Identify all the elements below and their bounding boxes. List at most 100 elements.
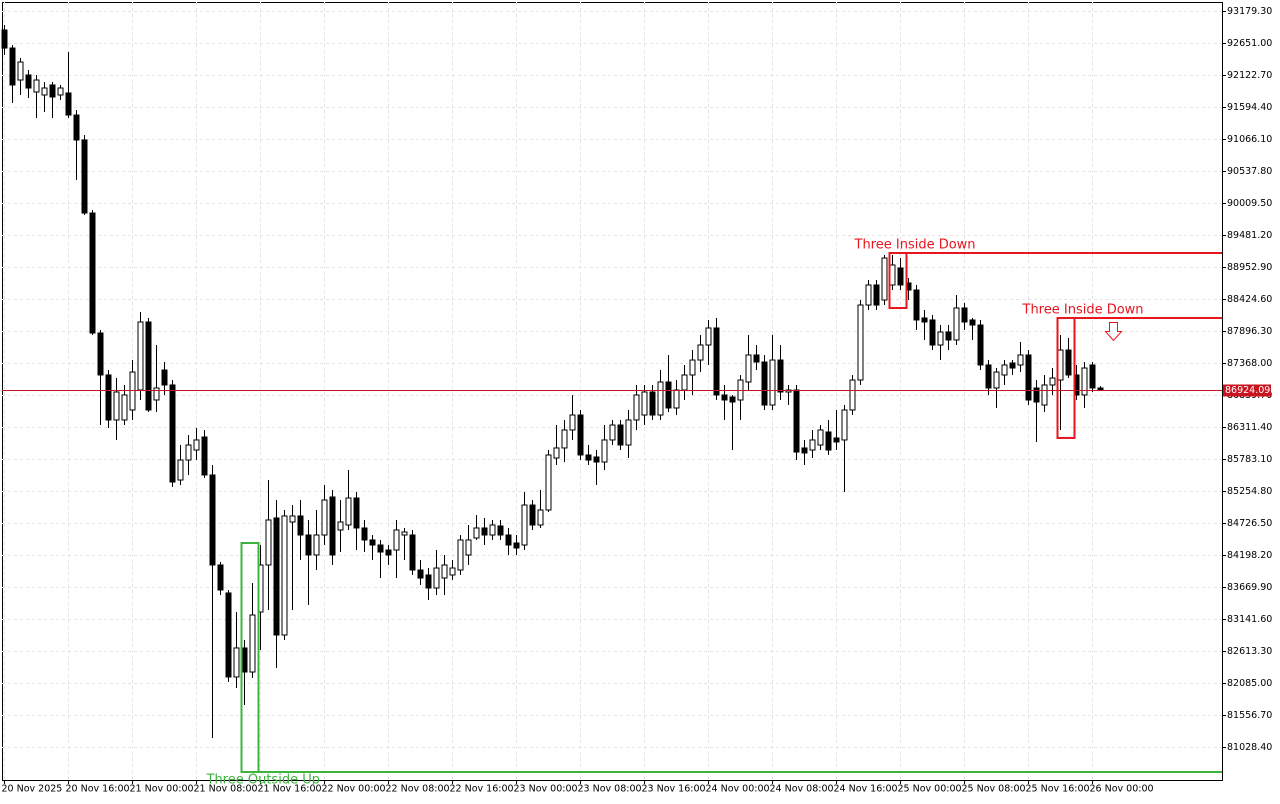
candle-body [481, 527, 488, 536]
candle-body [1033, 387, 1040, 403]
candle-body [649, 391, 656, 416]
candle-body [137, 321, 144, 391]
candle-body [545, 454, 552, 511]
candle-body [961, 307, 968, 323]
candle-body [497, 525, 504, 536]
candle-body [1, 29, 8, 49]
y-tick-label: 91066.10 [1227, 134, 1272, 145]
y-tick-label: 82613.30 [1227, 646, 1272, 657]
x-tick-label: 24 Nov 08:00 [770, 784, 834, 795]
y-tick-label: 92122.70 [1227, 70, 1272, 81]
candle-body [225, 592, 232, 678]
candle-body [1001, 364, 1008, 376]
candle-body [641, 391, 648, 416]
y-tick-label: 82085.00 [1227, 678, 1272, 689]
candle-body [297, 515, 304, 536]
plot-frame [2, 2, 1223, 781]
y-tick-label: 86311.40 [1227, 422, 1272, 433]
candle-body [449, 567, 456, 576]
candle-body [185, 444, 192, 461]
y-tick-label: 81028.40 [1227, 742, 1272, 753]
candle-body [601, 439, 608, 463]
y-tick-label: 83669.90 [1227, 582, 1272, 593]
candle-body [553, 447, 560, 459]
candle-body [721, 394, 728, 401]
candle-body [489, 524, 496, 536]
candle-body [169, 384, 176, 483]
candle-body [73, 114, 80, 141]
y-tick-label: 81556.70 [1227, 710, 1272, 721]
candle-body [217, 564, 224, 591]
candle-body [777, 359, 784, 393]
candle-body [369, 539, 376, 546]
x-tick-label: 23 Nov 08:00 [578, 784, 642, 795]
candle-body [505, 534, 512, 546]
candle-body [577, 414, 584, 456]
candle-body [561, 429, 568, 449]
candle-body [465, 539, 472, 556]
candle-body [193, 439, 200, 451]
candle-body [249, 614, 256, 673]
candle-body [41, 87, 48, 96]
x-tick-label: 22 Nov 16:00 [450, 784, 514, 795]
candle-body [9, 47, 16, 86]
candle-body [529, 504, 536, 526]
candle-body [233, 647, 240, 678]
candle-body [49, 84, 56, 98]
candle-body [729, 396, 736, 403]
pattern-label: Three Inside Down [854, 237, 976, 252]
candle-body [569, 414, 576, 431]
y-tick-label: 87896.30 [1227, 326, 1272, 337]
x-tick-label: 25 Nov 08:00 [962, 784, 1026, 795]
y-tick-label: 89481.20 [1227, 230, 1272, 241]
candle-body [473, 527, 480, 539]
candle-body [417, 569, 424, 579]
candle-body [273, 517, 280, 636]
candle-body [1081, 367, 1088, 396]
candle-body [329, 496, 336, 556]
candle-body [281, 515, 288, 636]
candle-body [841, 409, 848, 441]
candle-body [825, 431, 832, 451]
candle-body [89, 212, 96, 334]
candle-body [689, 359, 696, 376]
candle-body [929, 319, 936, 346]
candle-body [81, 139, 88, 214]
x-tick-label: 26 Nov 00:00 [1090, 784, 1154, 795]
candle-body [25, 74, 32, 89]
candle-body [337, 521, 344, 531]
y-tick-label: 90537.80 [1227, 166, 1272, 177]
candle-body [625, 419, 632, 446]
candle-body [617, 424, 624, 446]
candle-body [161, 369, 168, 386]
candles [1, 25, 1104, 738]
candle-body [953, 307, 960, 341]
candle-body [585, 454, 592, 461]
candle-body [305, 534, 312, 556]
candle-body [1097, 387, 1104, 391]
candle-body [1009, 362, 1016, 369]
candle-body [113, 391, 120, 421]
candle-body [65, 92, 72, 116]
candle-body [945, 331, 952, 341]
candle-body [713, 327, 720, 396]
candle-body [993, 371, 1000, 389]
candle-body [201, 436, 208, 476]
candle-body [985, 364, 992, 389]
candle-body [265, 519, 272, 566]
candle-body [1025, 354, 1032, 401]
candle-body [57, 87, 64, 96]
candle-body [897, 267, 904, 286]
candle-body [513, 542, 520, 549]
candle-body [425, 574, 432, 589]
candle-body [321, 499, 328, 536]
candle-body [401, 531, 408, 536]
candle-body [241, 647, 248, 673]
candle-body [1065, 349, 1072, 376]
y-tick-label: 93179.30 [1227, 6, 1272, 17]
candle-body [937, 331, 944, 346]
candle-body [345, 497, 352, 526]
candle-body [441, 564, 448, 579]
candle-body [769, 359, 776, 406]
